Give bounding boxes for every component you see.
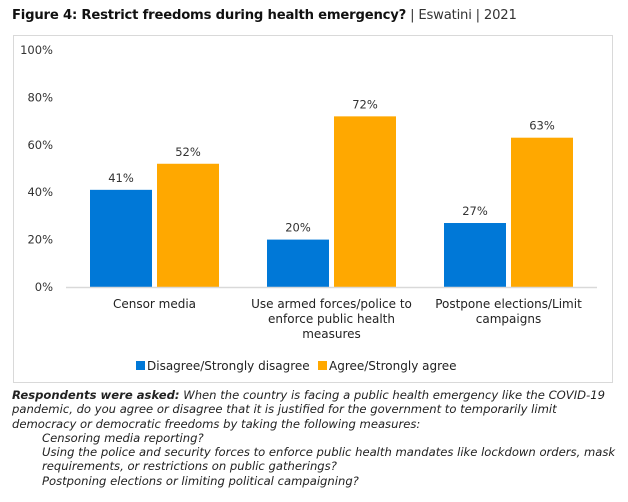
survey-note: Respondents were asked: When the country… <box>12 388 622 488</box>
y-tick-label: 60% <box>27 138 53 152</box>
x-category-label-line: enforce public health <box>268 312 395 326</box>
data-label: 72% <box>352 97 378 111</box>
y-tick-label: 40% <box>27 185 53 199</box>
y-tick-label: 0% <box>35 280 53 294</box>
bar <box>334 116 396 287</box>
figure-title: Figure 4: Restrict freedoms during healt… <box>12 8 517 23</box>
x-category-label: Postpone elections/Limit campaigns <box>435 297 582 326</box>
note-lead: Respondents were asked: <box>12 388 180 402</box>
x-category-label: Censor media <box>113 297 196 311</box>
legend-label: Disagree/Strongly disagree <box>147 359 310 373</box>
y-tick-label: 100% <box>20 43 53 57</box>
x-category-label-line: Censor media <box>113 297 196 311</box>
chart-frame <box>13 35 613 383</box>
legend-swatch <box>318 361 327 370</box>
y-tick-label: 20% <box>27 233 53 247</box>
note-item: Using the police and security forces to … <box>42 445 616 474</box>
legend-label: Agree/Strongly agree <box>329 359 457 373</box>
x-category-label-line: Postpone elections/Limit <box>435 297 582 311</box>
data-label: 20% <box>285 221 311 235</box>
data-label: 27% <box>462 204 488 218</box>
x-category-label-line: measures <box>302 327 361 341</box>
bar <box>444 223 506 287</box>
data-label: 41% <box>108 171 134 185</box>
note-text: When the country is facing a public heal… <box>12 388 606 431</box>
y-tick-label: 80% <box>27 90 53 104</box>
note-item: Postponing elections or limiting politic… <box>42 473 359 488</box>
x-category-label: Use armed forces/police to enforce public… <box>251 297 412 341</box>
x-category-label-line: campaigns <box>476 312 541 326</box>
figure-title-sub: | Eswatini | 2021 <box>406 8 517 23</box>
bar-chart: 0% 20% 40% 60% 80% 100% 41% 52% Censor media 20% 7… <box>20 43 597 373</box>
bar <box>267 239 329 287</box>
bar <box>157 163 219 287</box>
data-label: 63% <box>529 119 555 133</box>
bar <box>90 189 152 287</box>
figure-title-main: Figure 4: Restrict freedoms during healt… <box>12 8 407 23</box>
note-item: Censoring media reporting? <box>42 430 204 445</box>
legend-swatch <box>136 361 145 370</box>
data-label: 52% <box>175 145 201 159</box>
bar <box>511 137 573 287</box>
x-category-label-line: Use armed forces/police to <box>251 297 412 311</box>
